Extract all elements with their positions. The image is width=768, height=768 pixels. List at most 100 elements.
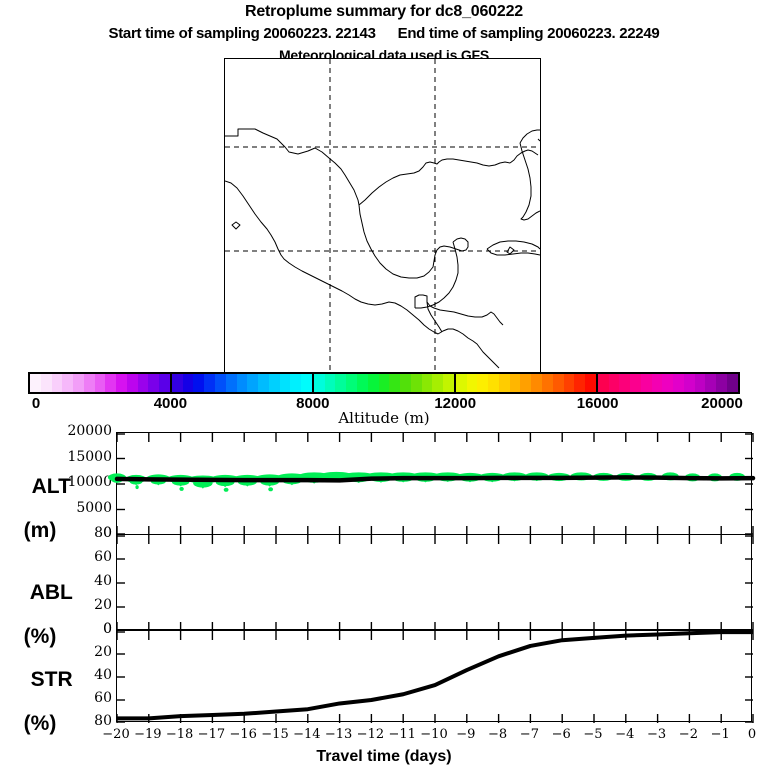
colorbar-cell [705,374,717,392]
colorbar-cell [410,374,422,392]
colorbar-cell [94,374,106,392]
colorbar-cell [193,374,205,392]
x-tick-label: −20 [102,727,130,742]
x-tick-label: −1 [710,727,730,742]
colorbar-cell [727,374,738,392]
colorbar-cell [716,374,727,392]
colorbar-cell [662,374,674,392]
colorbar-tick-label: 20000 [701,395,743,412]
x-tick-label: −11 [388,727,416,742]
colorbar-cell [30,374,41,392]
alt-unit-text: (m) [23,519,57,542]
colorbar-cell [324,374,336,392]
colorbar-cell [552,374,564,392]
abl-row-label: ABL (%) [4,561,76,689]
x-tick-label: −19 [134,727,162,742]
timeseries-plot-stack [107,432,756,723]
x-tick-label: 0 [747,727,757,742]
scatter-tail [465,479,475,483]
abl-unit-text: (%) [23,625,57,648]
colorbar-cell [62,374,74,392]
str-label-text: STR [30,668,73,691]
alt-label-text: ALT [31,475,71,498]
scatter-tail [154,482,162,486]
x-tick-label: −2 [678,727,698,742]
colorbar-cell [683,374,695,392]
colorbar-cell [651,374,663,392]
colorbar-separator [311,374,314,392]
str-line [117,630,753,721]
colorbar-cell [389,374,401,392]
colorbar-cell [443,374,454,392]
colorbar-cell [673,374,684,392]
colorbar-cell [432,374,444,392]
str-row-label: STR (%) [4,648,76,768]
colorbar-cell [215,374,226,392]
x-tick-label: −3 [647,727,667,742]
x-tick-label: −16 [229,727,257,742]
colorbar-cell [367,374,379,392]
colorbar-separator [595,374,598,392]
x-tick-label: −18 [165,727,194,742]
colorbar-cell [126,374,138,392]
colorbar-cell [290,374,302,392]
colorbar-cell [509,374,521,392]
map-coastlines [225,128,540,369]
x-tick-label: −14 [293,727,321,742]
scatter-speck [179,486,184,491]
colorbar-cell [51,374,63,392]
colorbar-cell [313,374,325,392]
colorbar-cell [619,374,631,392]
scatter-tail [488,479,497,483]
colorbar-cell [378,374,390,392]
colorbar-cell [148,374,160,392]
colorbar-cell [498,374,510,392]
colorbar-cell [279,374,291,392]
colorbar-tick-label: 16000 [576,395,619,412]
end-time-label: End time of sampling 20060223. 22249 [397,25,660,42]
colorbar-cell [225,374,237,392]
colorbar-cell [630,374,641,392]
colorbar-cell [531,374,542,392]
x-tick-label: −10 [420,727,448,742]
colorbar-separator [453,374,456,392]
colorbar-cell [116,374,127,392]
colorbar-cell [258,374,269,392]
str-unit-text: (%) [23,712,57,735]
colorbar-tick-label: 4000 [153,395,188,412]
colorbar-cell [563,374,575,392]
colorbar-cell [159,374,170,392]
colorbar-cell [694,374,706,392]
scatter-tail [242,482,252,487]
colorbar-cell [204,374,216,392]
colorbar-cell [301,374,312,392]
abl-label-text: ABL [29,581,73,604]
alt-panel-svg [107,433,756,535]
scatter-speck [223,487,229,492]
x-tick-label: −12 [356,727,385,742]
colorbar-cell [585,374,596,392]
colorbar-cell [640,374,652,392]
map-gridlines [225,59,540,372]
retroplume-map [224,58,541,373]
colorbar-cell [608,374,620,392]
x-tick-label: −5 [583,727,603,742]
colorbar-cell [400,374,411,392]
scatter-tail [198,484,208,489]
page-title: Retroplume summary for dc8_060222 [245,3,523,20]
colorbar-cell [541,374,553,392]
colorbar-cell [477,374,489,392]
x-tick-label: −8 [488,727,508,742]
x-tick-label: −13 [324,727,353,742]
str-panel-svg [116,630,754,723]
colorbar-cell [247,374,259,392]
colorbar-title: Altitude (m) [338,409,430,427]
colorbar-cell [171,374,183,392]
colorbar-cell [40,374,52,392]
colorbar-cell [574,374,586,392]
colorbar-cell [335,374,347,392]
x-tick-label: −9 [456,727,476,742]
start-time-label: Start time of sampling 20060223. 22143 [108,25,376,42]
altitude-mean-line [114,475,756,483]
x-tick-label: −6 [551,727,571,742]
